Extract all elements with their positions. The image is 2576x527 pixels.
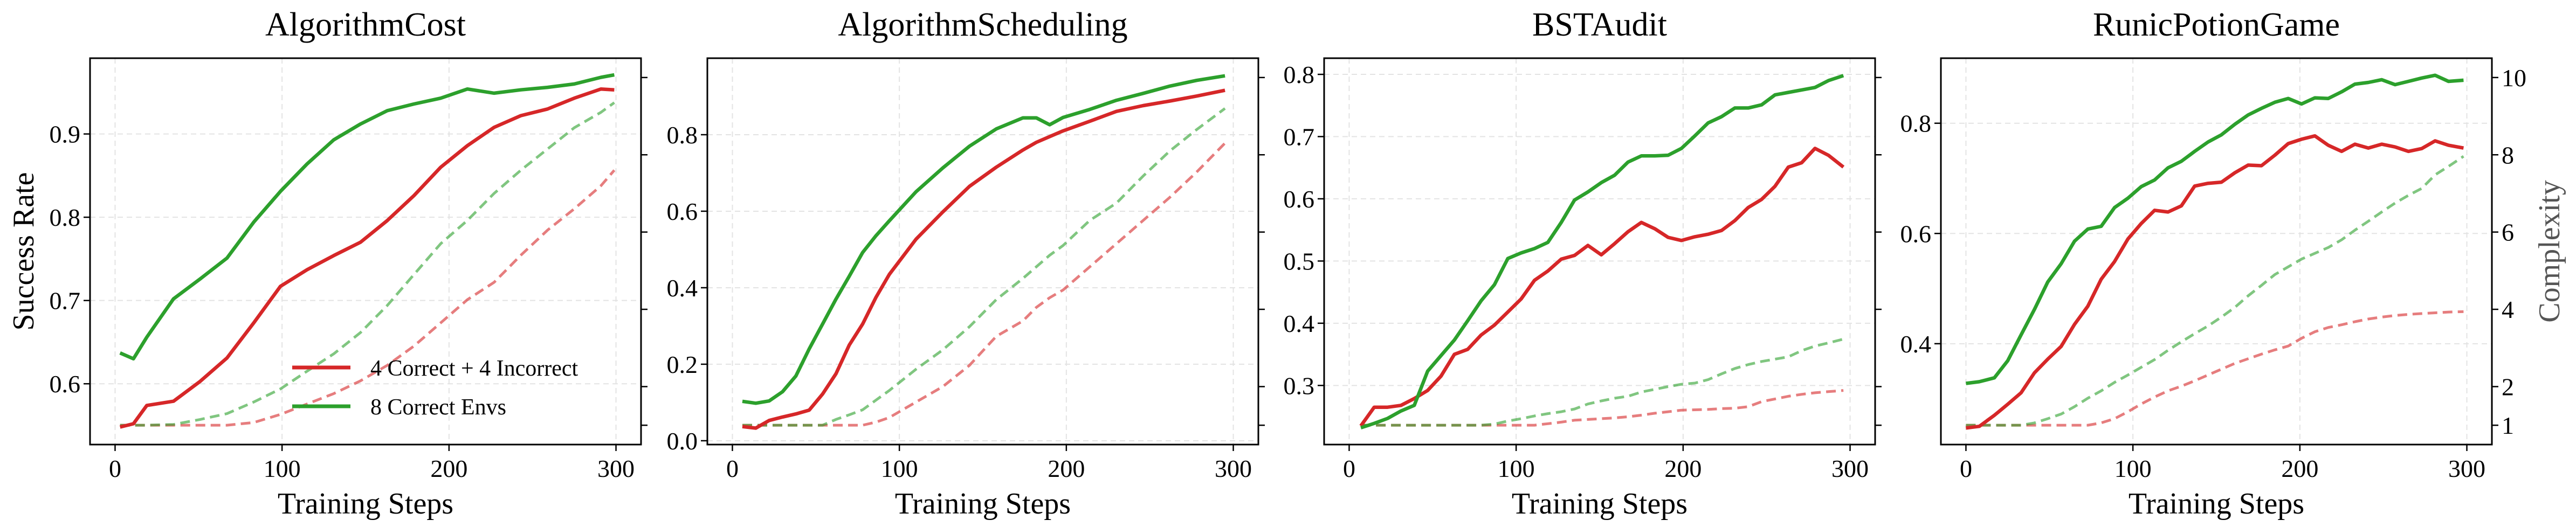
x-axis-label: Training Steps — [1512, 487, 1688, 521]
y-tick-label: 0.6 — [1284, 185, 1315, 213]
complexity-line-correct — [120, 101, 615, 427]
panel-1: AlgorithmCost 0 100 200 300 0.6 0.7 0.8 0.9 Train… — [7, 6, 648, 521]
y-tick-label: 0.6 — [667, 198, 698, 225]
x-tick-label: 0 — [1343, 455, 1355, 482]
complexity-line-mixed — [1361, 389, 1844, 427]
x-axis-label: Training Steps — [2129, 487, 2304, 521]
x-tick-label: 0 — [726, 455, 739, 482]
complexity-line-mixed — [1966, 310, 2464, 427]
y-tick-label: 0.6 — [1900, 220, 1932, 247]
success-line-mixed — [742, 88, 1225, 430]
success-line-correct — [119, 73, 615, 361]
y-tick-label: 0.6 — [50, 370, 81, 398]
panel-title: BSTAudit — [1532, 6, 1667, 43]
axes-frame — [89, 57, 642, 446]
x-axis-label: Training Steps — [895, 487, 1071, 521]
y-tick-label: 0.5 — [1284, 247, 1315, 275]
x-tick-label: 200 — [1048, 455, 1085, 482]
right-y-tick-label: 10 — [2502, 64, 2526, 92]
x-tick-label: 100 — [264, 455, 301, 482]
complexity-line-mixed — [120, 169, 616, 427]
success-line-mixed — [1359, 147, 1845, 427]
y-tick-label: 0.8 — [667, 121, 698, 149]
success-line-correct — [742, 74, 1225, 405]
complexity-line-correct — [1361, 337, 1844, 427]
complexity-line-correct — [1966, 155, 2464, 427]
success-line-correct — [1966, 73, 2464, 385]
x-tick-label: 100 — [1498, 455, 1535, 482]
success-line-mixed — [119, 87, 615, 429]
y-tick-label: 0.0 — [667, 427, 698, 455]
right-y-tick-label: 2 — [2502, 373, 2514, 400]
right-y-tick-label: 6 — [2502, 219, 2514, 246]
panel-title: AlgorithmScheduling — [838, 6, 1127, 43]
x-tick-label: 200 — [1664, 455, 1702, 482]
panel-title: AlgorithmCost — [265, 6, 466, 43]
x-tick-label: 200 — [430, 455, 467, 482]
x-tick-label: 200 — [2281, 455, 2318, 482]
y-tick-label: 0.8 — [1900, 110, 1932, 137]
complexity-line-mixed — [742, 142, 1226, 427]
success-line-correct — [1360, 74, 1844, 429]
y-tick-label: 0.7 — [50, 287, 81, 315]
y-tick-label: 0.7 — [1284, 123, 1315, 150]
axes-frame — [1323, 57, 1876, 446]
legend-label: 4 Correct + 4 Incorrect — [370, 356, 578, 381]
x-tick-label: 300 — [1215, 455, 1252, 482]
y-tick-label: 0.4 — [667, 274, 698, 302]
legend: 4 Correct + 4 Incorrect 8 Correct Envs — [292, 356, 578, 420]
right-y-tick-label: 8 — [2502, 141, 2514, 169]
x-tick-label: 300 — [597, 455, 635, 482]
y-axis-label: Success Rate — [7, 172, 40, 331]
x-tick-label: 100 — [881, 455, 918, 482]
y-tick-label: 0.3 — [1284, 372, 1315, 399]
y-tick-label: 0.8 — [50, 204, 81, 231]
legend-label: 8 Correct Envs — [370, 395, 506, 420]
success-line-mixed — [1966, 134, 2464, 430]
x-tick-label: 100 — [2114, 455, 2152, 482]
x-tick-label: 300 — [2448, 455, 2485, 482]
panel-3: BSTAudit 0 100 200 300 0.3 0.4 0.5 0.6 0.7 0.8 Trai… — [1284, 6, 1882, 521]
right-y-tick-label: 4 — [2502, 296, 2514, 323]
right-y-tick-label: 1 — [2502, 412, 2514, 439]
y-tick-label: 0.4 — [1284, 310, 1315, 337]
complexity-line-correct — [742, 107, 1226, 427]
x-tick-label: 0 — [109, 455, 121, 482]
panel-4: RunicPotionGame 0 100 200 300 0.4 0.6 0.8 1 2 4 6 8 1… — [1900, 6, 2567, 521]
y-tick-label: 0.9 — [50, 121, 81, 148]
panel-2: AlgorithmScheduling 0 100 200 300 0.0 0.2 0.4 0.… — [667, 6, 1265, 521]
x-tick-label: 300 — [1831, 455, 1869, 482]
axes-frame — [706, 57, 1259, 446]
right-y-axis-label: Complexity — [2533, 180, 2566, 322]
x-tick-label: 0 — [1960, 455, 1972, 482]
y-tick-label: 0.4 — [1900, 330, 1932, 358]
axes-frame — [1940, 57, 2493, 446]
y-tick-label: 0.2 — [667, 351, 698, 378]
x-axis-label: Training Steps — [278, 487, 453, 521]
y-tick-label: 0.8 — [1284, 61, 1315, 88]
panel-title: RunicPotionGame — [2093, 6, 2340, 43]
